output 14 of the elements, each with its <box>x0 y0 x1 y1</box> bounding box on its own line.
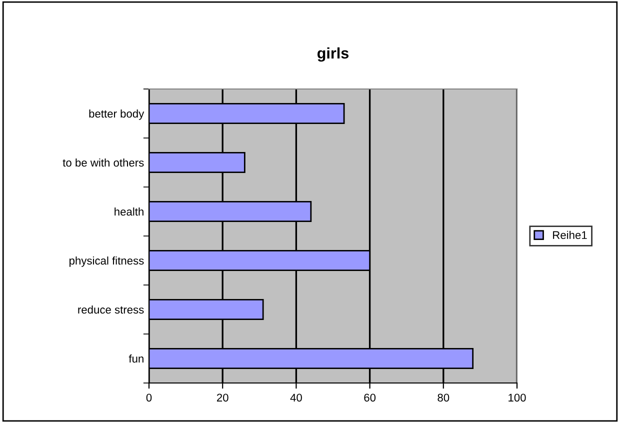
y-tick-label: better body <box>89 109 144 120</box>
x-tick-label: 100 <box>508 394 526 402</box>
x-tick-label: 60 <box>364 394 376 402</box>
y-tick-label: physical fitness <box>70 256 144 267</box>
y-tick-label: reduce stress <box>78 305 144 314</box>
x-tick-label: 80 <box>438 394 450 402</box>
y-tick-label: fun <box>128 354 144 363</box>
chart-title: girls <box>317 47 349 62</box>
y-tick-label: health <box>114 207 144 216</box>
x-tick-label: 0 <box>146 394 152 402</box>
y-tick-label: to be with others <box>62 158 144 167</box>
x-tick-label: 40 <box>290 394 302 402</box>
legend-label: Reihe1 <box>553 230 587 240</box>
x-tick-label: 20 <box>216 394 228 402</box>
